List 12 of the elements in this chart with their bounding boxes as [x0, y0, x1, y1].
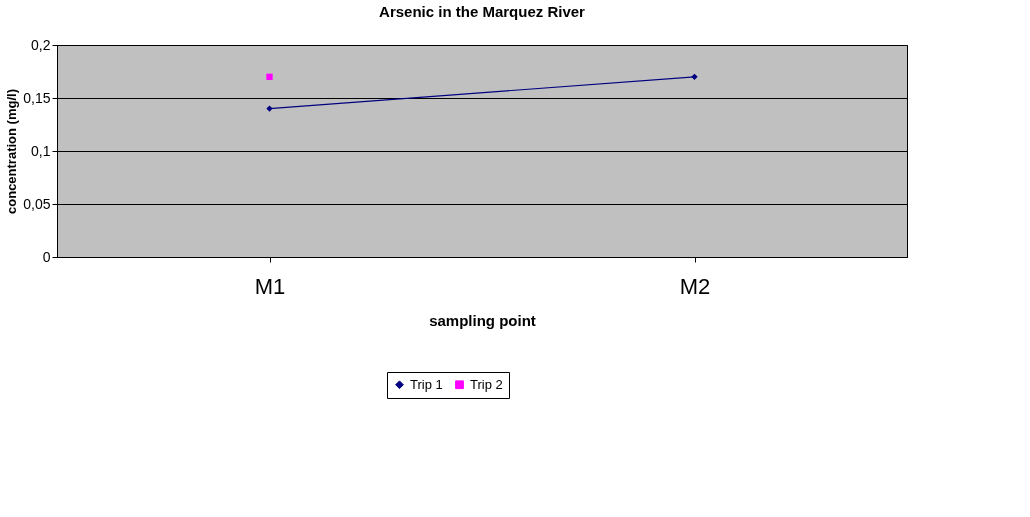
legend-label: Trip 2: [470, 376, 503, 392]
y-tick-label: 0,05: [23, 195, 51, 212]
y-tick-label: 0,15: [23, 89, 51, 106]
y-axis-title: concentration (mg/l): [4, 89, 20, 214]
y-tick-label: 0,2: [31, 36, 51, 53]
y-tick-label: 0,1: [31, 142, 51, 159]
legend-label: Trip 1: [410, 376, 443, 392]
x-tick-label: M1: [254, 273, 286, 299]
chart-title: Arsenic in the Marquez River: [379, 3, 586, 20]
x-tick-label: M2: [679, 273, 711, 299]
x-axis-title: sampling point: [429, 311, 536, 329]
y-tick-label: 0: [42, 248, 51, 265]
